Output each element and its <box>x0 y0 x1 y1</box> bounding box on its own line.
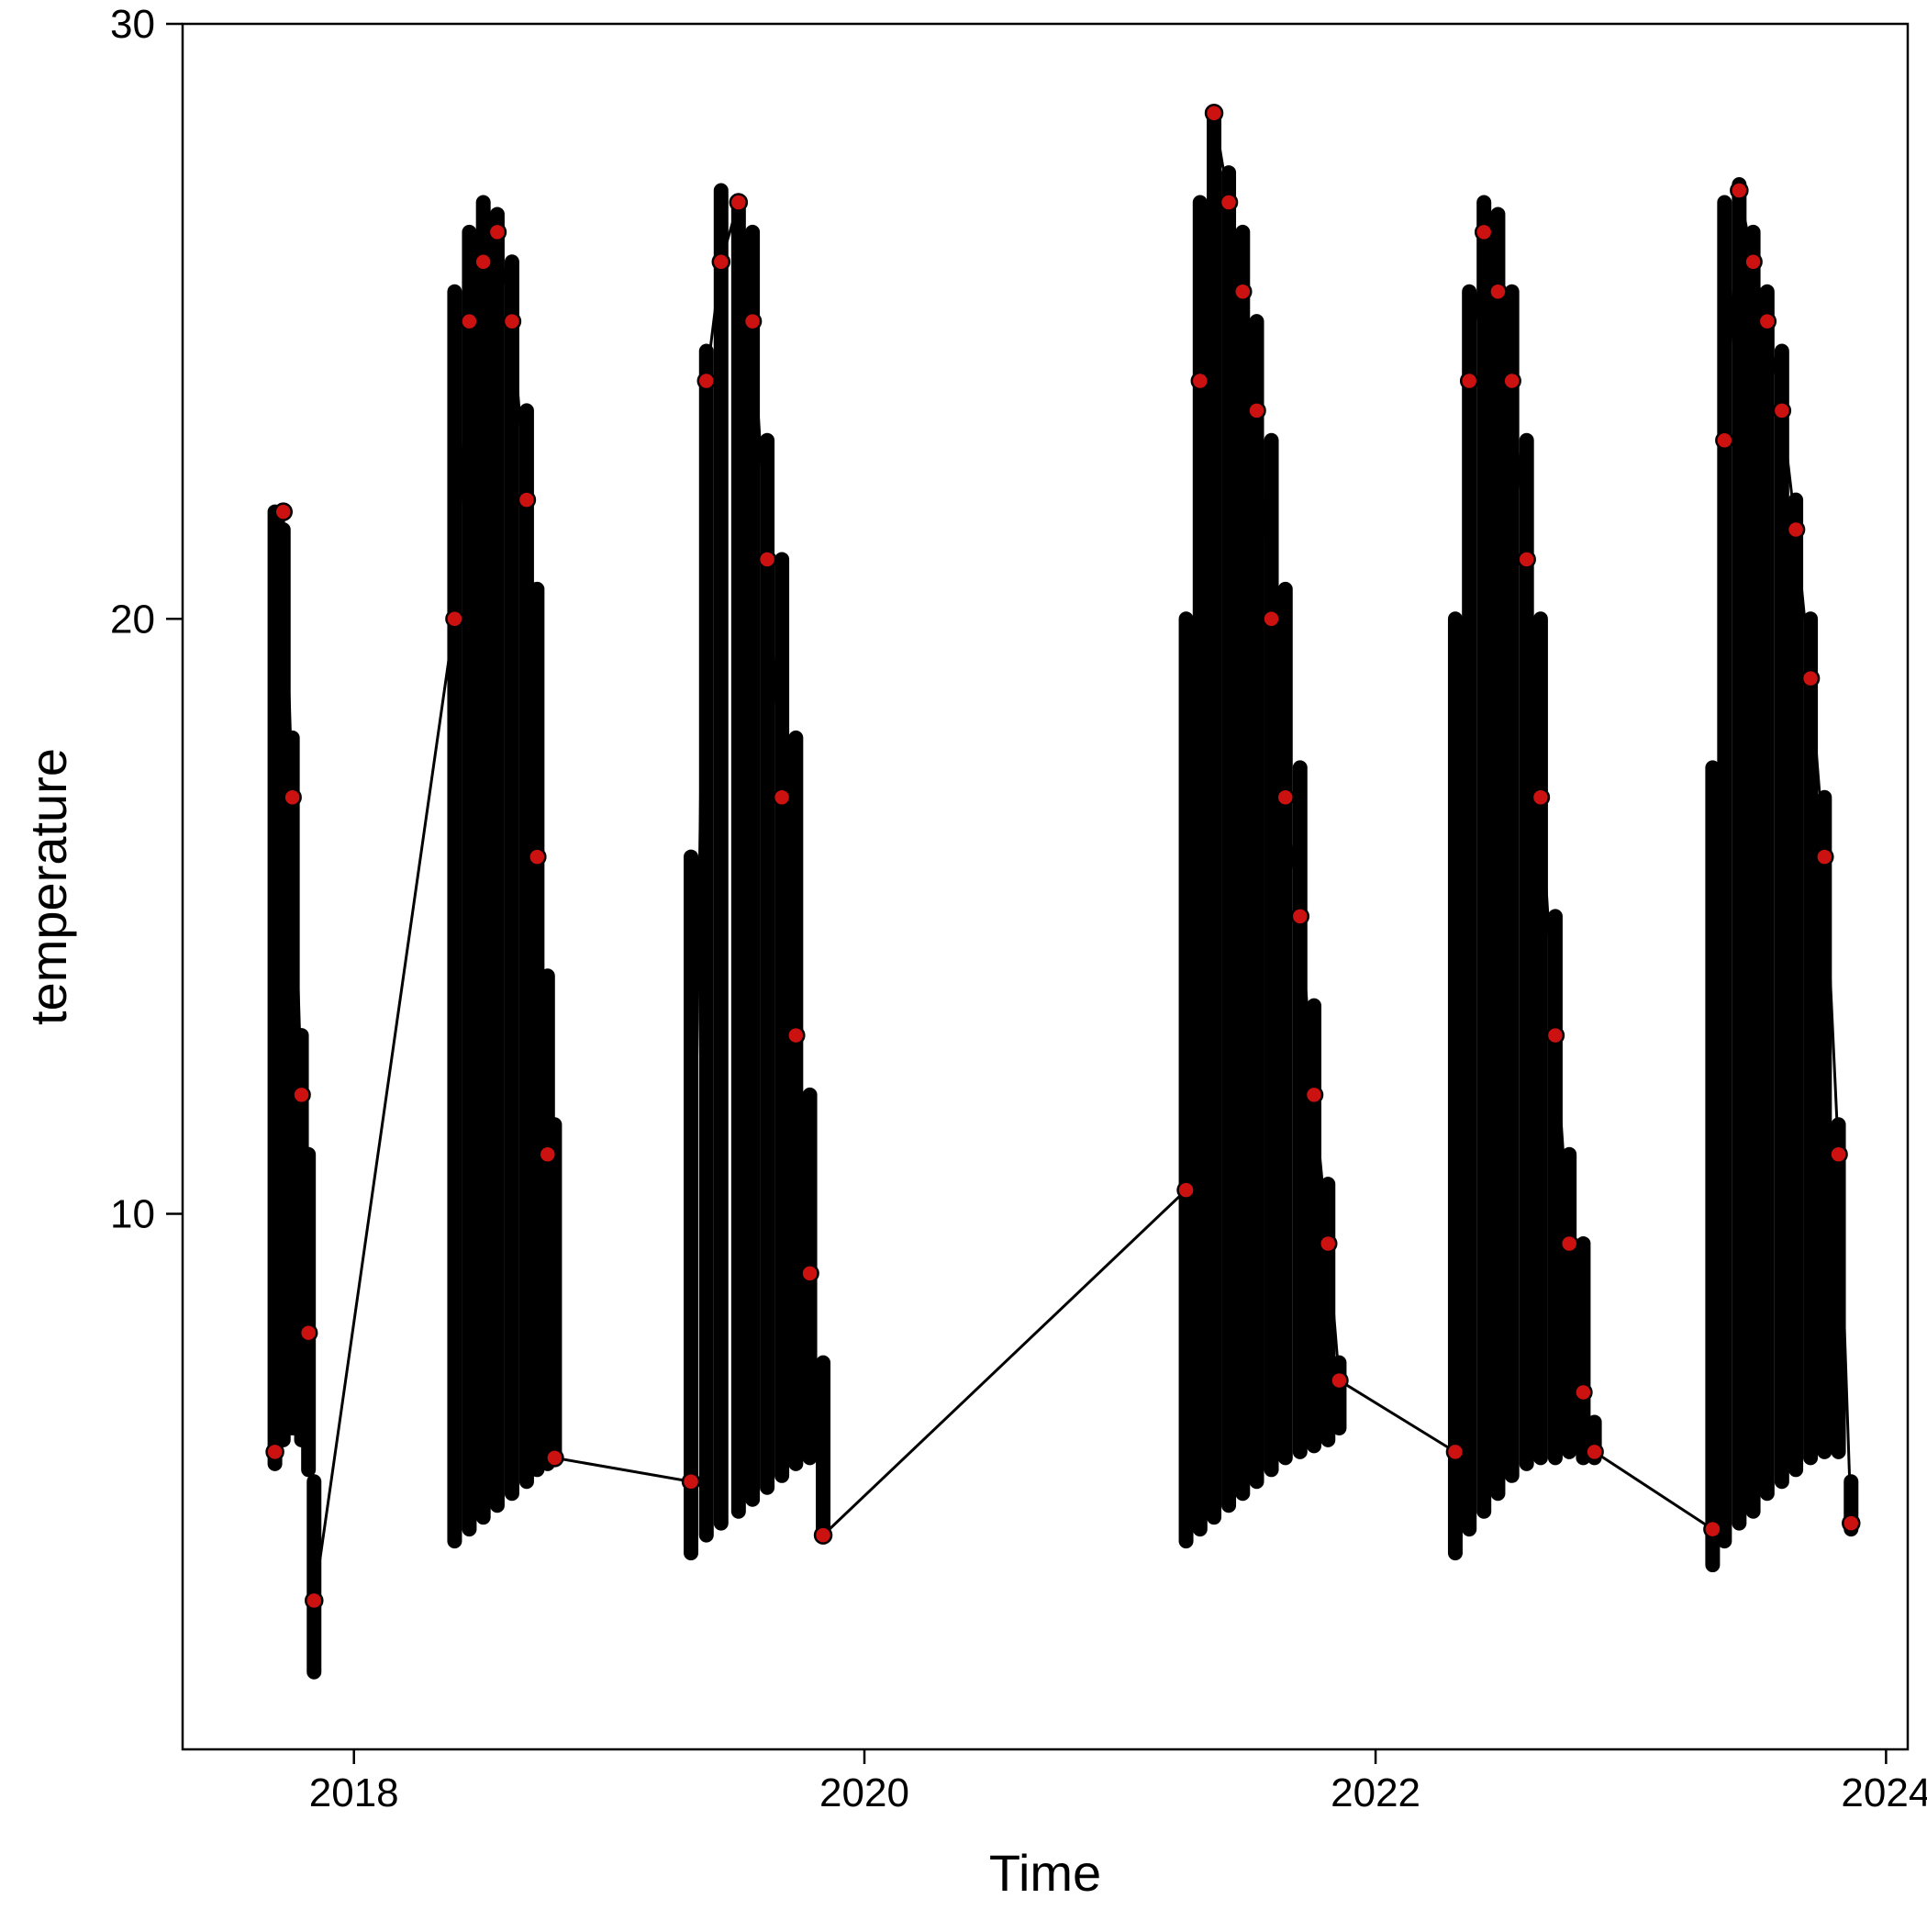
data-point <box>696 371 717 391</box>
data-point <box>1176 1180 1196 1200</box>
data-point <box>517 490 537 509</box>
data-point <box>1545 1025 1565 1045</box>
data-point <box>1743 252 1763 272</box>
data-point <box>1319 1234 1338 1254</box>
data-point <box>1757 311 1777 331</box>
data-point <box>1233 282 1253 301</box>
data-point <box>502 311 522 331</box>
data-point <box>292 1085 311 1105</box>
data-point <box>1574 1382 1593 1402</box>
data-point <box>305 1591 324 1611</box>
data-point <box>273 502 293 521</box>
series-envelope <box>267 106 1859 1680</box>
data-point <box>1531 787 1551 808</box>
x-tick-label: 2022 <box>1331 1770 1420 1815</box>
data-point <box>1330 1370 1349 1390</box>
data-point <box>445 609 464 629</box>
data-point <box>538 1145 558 1164</box>
data-point <box>545 1448 564 1468</box>
data-point <box>1815 847 1834 866</box>
data-point <box>1304 1085 1324 1105</box>
data-point <box>1517 550 1536 569</box>
data-point <box>757 550 777 569</box>
data-point <box>729 193 749 212</box>
data-point <box>1290 907 1310 926</box>
y-axis-label: temperature <box>19 748 77 1025</box>
data-point <box>1275 787 1296 808</box>
x-axis: 2018 2020 2022 2024 <box>309 1749 1927 1815</box>
data-point <box>487 222 507 242</box>
data-point <box>813 1525 833 1545</box>
data-point <box>1219 193 1239 212</box>
data-point <box>786 1025 806 1045</box>
data-point <box>742 311 763 331</box>
data-point <box>1842 1513 1861 1533</box>
series-0 <box>265 103 1861 1680</box>
data-point <box>1786 519 1806 540</box>
x-tick-label: 2018 <box>309 1770 399 1815</box>
data-point <box>1829 1145 1848 1164</box>
data-point <box>1474 222 1494 242</box>
data-point <box>1800 668 1821 688</box>
y-tick-label: 10 <box>110 1192 155 1237</box>
data-point <box>283 787 302 808</box>
data-point <box>265 1442 284 1462</box>
data-point <box>711 252 731 272</box>
series-markers <box>265 103 1861 1611</box>
data-point <box>1703 1519 1722 1539</box>
data-point <box>460 311 479 331</box>
data-point <box>681 1472 701 1491</box>
data-point <box>1772 401 1792 420</box>
x-tick-label: 2024 <box>1841 1770 1927 1815</box>
plot-frame <box>181 22 1910 1751</box>
x-axis-label: Time <box>989 1844 1101 1902</box>
data-point <box>528 847 547 866</box>
y-tick-label: 20 <box>110 597 155 642</box>
data-point <box>1730 181 1749 200</box>
data-point <box>1488 282 1508 301</box>
y-axis: 10 20 30 <box>110 2 183 1237</box>
data-point <box>1585 1442 1604 1462</box>
data-point <box>1445 1442 1465 1462</box>
plot-series <box>265 103 1861 1680</box>
data-point <box>298 1323 318 1343</box>
data-point <box>1204 103 1224 123</box>
data-point <box>1459 371 1479 391</box>
data-point <box>772 787 792 808</box>
data-point <box>800 1264 819 1283</box>
data-point <box>1247 401 1266 420</box>
data-point <box>1502 371 1521 391</box>
data-point <box>473 252 493 272</box>
data-point <box>1559 1234 1579 1254</box>
data-point <box>1190 371 1210 391</box>
y-tick-label: 30 <box>110 2 155 47</box>
data-point <box>1262 609 1281 629</box>
data-point <box>1715 430 1734 451</box>
x-tick-label: 2020 <box>819 1770 909 1815</box>
